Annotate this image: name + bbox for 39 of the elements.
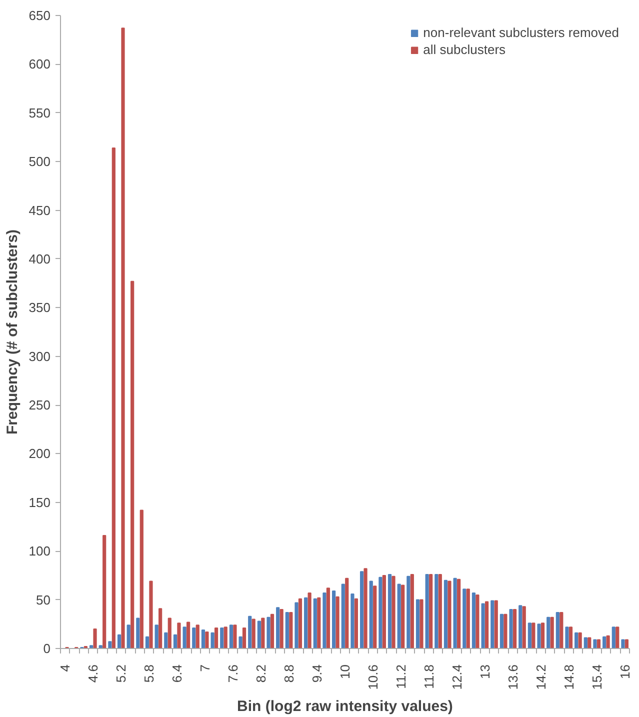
x-tick-label: 7 xyxy=(198,664,213,672)
y-tick-label: 150 xyxy=(28,494,51,510)
legend-label: all subclusters xyxy=(423,42,506,57)
x-tick-label: 12.4 xyxy=(449,664,464,690)
x-tick-label: 8.8 xyxy=(282,664,297,683)
y-tick-label: 500 xyxy=(28,154,51,170)
x-tick-label: 13 xyxy=(477,664,492,679)
x-tick-label: 6.4 xyxy=(170,664,185,683)
x-tick-label: 16 xyxy=(617,664,632,679)
y-tick-label: 300 xyxy=(28,348,51,364)
x-tick-label: 8.2 xyxy=(254,664,269,683)
x-tick-label: 7.6 xyxy=(226,664,241,683)
y-tick-label: 0 xyxy=(43,641,51,656)
x-tick-label: 14.8 xyxy=(561,664,576,690)
x-tick-label: 10.6 xyxy=(365,664,380,690)
y-tick-label: 650 xyxy=(28,8,51,23)
y-axis-title: Frequency (# of subclusters) xyxy=(4,229,21,435)
y-tick-label: 250 xyxy=(28,398,51,413)
x-tick-label: 5.8 xyxy=(142,664,157,683)
x-tick-label: 9.4 xyxy=(310,664,325,683)
x-tick-label: 11.2 xyxy=(393,664,408,689)
y-tick-label: 400 xyxy=(28,251,51,266)
x-tick-label: 11.8 xyxy=(421,664,436,689)
x-tick-label: 13.6 xyxy=(505,664,520,690)
y-tick-label: 100 xyxy=(28,544,51,559)
y-tick-label: 50 xyxy=(36,592,51,608)
x-tick-label: 10 xyxy=(338,664,352,679)
x-tick-label: 4.6 xyxy=(86,664,101,683)
x-tick-label: 4 xyxy=(58,664,73,672)
y-tick-label: 600 xyxy=(28,56,51,72)
legend-label: non-relevant subclusters removed xyxy=(423,25,619,40)
x-tick-label: 15.4 xyxy=(589,664,604,690)
y-tick-label: 200 xyxy=(28,446,51,462)
y-tick-label: 350 xyxy=(28,300,51,316)
y-tick-label: 450 xyxy=(28,202,51,218)
y-tick-label: 550 xyxy=(28,105,51,120)
x-axis-title: Bin (log2 raw intensity values) xyxy=(237,698,453,715)
x-tick-label: 14.2 xyxy=(533,664,548,690)
x-tick-label: 5.2 xyxy=(114,664,129,683)
